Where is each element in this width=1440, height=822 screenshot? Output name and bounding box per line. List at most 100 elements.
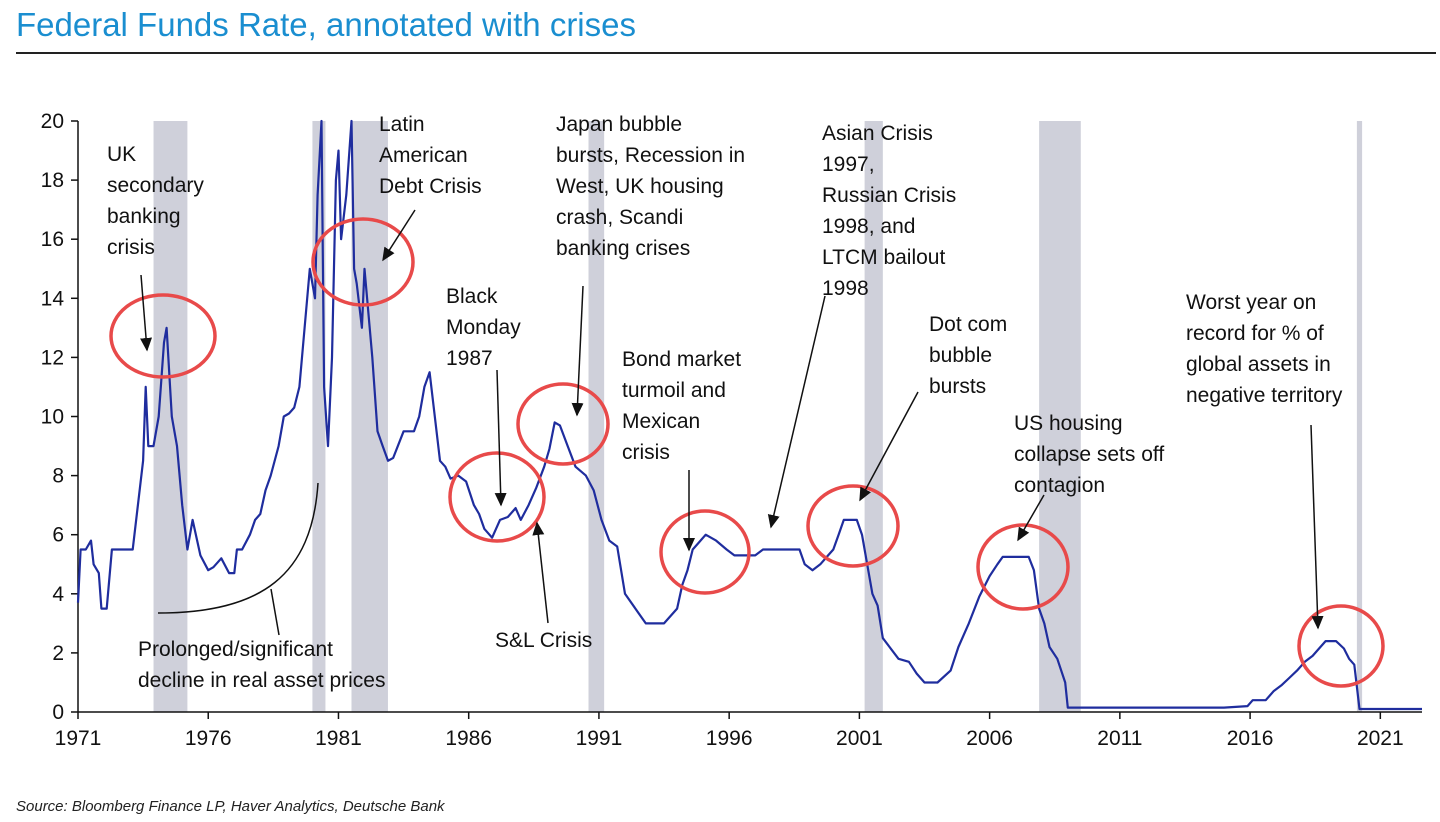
recession-band xyxy=(1356,121,1363,712)
annotation-line: contagion xyxy=(1014,474,1105,497)
annotation-line: bursts, Recession in xyxy=(556,144,745,167)
rate-line xyxy=(76,119,1422,711)
source-note: Source: Bloomberg Finance LP, Haver Anal… xyxy=(16,798,445,815)
annotation-line: Worst year on xyxy=(1186,291,1316,314)
annotation-line: bursts xyxy=(929,375,986,398)
x-tick-label: 1971 xyxy=(55,727,102,750)
recession-band xyxy=(588,121,605,712)
annotation-label: Latin American Debt Crisis xyxy=(379,113,482,198)
y-tick-label: 20 xyxy=(41,110,64,133)
x-tick-label: 1981 xyxy=(315,727,362,750)
annotation-arrow xyxy=(382,209,416,262)
annotation-line: Russian Crisis xyxy=(822,184,956,207)
y-tick-label: 12 xyxy=(41,346,64,369)
decline-bracket xyxy=(157,482,319,614)
y-tick-label: 8 xyxy=(52,465,64,488)
annotation-labels: UK secondary banking crisis Latin American Deb… xyxy=(107,113,1343,692)
annotation-line: global assets in xyxy=(1186,353,1331,376)
decline-leader xyxy=(270,588,280,636)
x-tick-label: 2011 xyxy=(1097,727,1142,750)
annotation-label: Prolonged/significant decline in real ass… xyxy=(138,638,385,692)
highlight-circle xyxy=(516,382,610,466)
annotation-line: banking crises xyxy=(556,237,690,260)
annotation-line: crash, Scandi xyxy=(556,206,683,229)
x-tick-label: 2006 xyxy=(966,727,1013,750)
annotation-label: Worst year on record for % of global asset… xyxy=(1186,291,1343,407)
annotation-line: Debt Crisis xyxy=(379,175,482,198)
rate-series xyxy=(76,119,1422,711)
y-tick-label: 16 xyxy=(41,228,64,251)
recession-band xyxy=(312,121,326,712)
recession-band xyxy=(351,121,388,712)
x-tick-label: 1976 xyxy=(185,727,232,750)
annotation-line: record for % of xyxy=(1186,322,1324,345)
x-tick-label: 2016 xyxy=(1227,727,1274,750)
annotation-line: Asian Crisis xyxy=(822,122,933,145)
annotation-arrow xyxy=(494,369,507,507)
annotation-arrow xyxy=(1310,424,1324,630)
annotation-arrow xyxy=(140,274,153,352)
annotation-line: Dot com xyxy=(929,313,1007,336)
annotation-line: decline in real asset prices xyxy=(138,669,385,692)
annotation-line: 1998 xyxy=(822,277,869,300)
annotation-label: Japan bubble bursts, Recession in West, UK… xyxy=(556,113,745,260)
annotation-arrow xyxy=(767,295,826,529)
y-tick-label: 4 xyxy=(52,583,64,606)
title-divider xyxy=(16,52,1436,54)
highlight-circle xyxy=(109,293,217,379)
annotation-label: UK secondary banking crisis xyxy=(107,143,204,259)
annotation-line: banking xyxy=(107,205,181,228)
x-tick-label: 1991 xyxy=(576,727,623,750)
annotation-line: crisis xyxy=(622,441,670,464)
highlight-circle xyxy=(311,217,415,307)
annotation-line: 1997, xyxy=(822,153,875,176)
annotation-label: US housing collapse sets off contagion xyxy=(1014,412,1164,497)
chart-title: Federal Funds Rate, annotated with crise… xyxy=(16,6,636,43)
recession-band xyxy=(1039,121,1081,712)
annotation-arrows xyxy=(140,209,1324,636)
annotation-line: secondary xyxy=(107,174,204,197)
annotation-line: Black xyxy=(446,285,498,308)
annotation-line: West, UK housing xyxy=(556,175,724,198)
federal-funds-rate-chart: 0 2 4 6 8 10 12 14 16 18 20 1971 1976 1981 1986 1991 199… xyxy=(41,110,1422,750)
x-tick-label: 2021 xyxy=(1357,727,1404,750)
y-tick-label: 18 xyxy=(41,169,64,192)
y-tick-label: 14 xyxy=(41,287,65,310)
annotation-arrow xyxy=(1017,494,1045,542)
annotation-line: 1987 xyxy=(446,347,493,370)
annotation-line: Mexican xyxy=(622,410,700,433)
annotation-line: Latin xyxy=(379,113,425,136)
annotation-line: LTCM bailout xyxy=(822,246,945,269)
annotation-line: turmoil and xyxy=(622,379,726,402)
annotation-arrow xyxy=(571,285,584,417)
highlight-circle xyxy=(448,451,546,543)
annotation-line: crisis xyxy=(107,236,155,259)
x-tick-label: 2001 xyxy=(836,727,883,750)
annotation-line: negative territory xyxy=(1186,384,1343,407)
annotation-label: Asian Crisis 1997, Russian Crisis 1998, and… xyxy=(822,122,956,300)
annotation-label: Bond market turmoil and Mexican crisis xyxy=(622,348,741,464)
annotation-line: Japan bubble xyxy=(556,113,682,136)
highlight-circle xyxy=(1297,604,1385,688)
annotation-label: Dot com bubble bursts xyxy=(929,313,1007,398)
chart-axes: 0 2 4 6 8 10 12 14 16 18 20 1971 1976 1981 1986 1991 199… xyxy=(41,110,1422,750)
x-tick-label: 1996 xyxy=(706,727,753,750)
y-tick-label: 10 xyxy=(41,406,64,429)
annotation-line: Monday xyxy=(446,316,521,339)
highlight-circle xyxy=(659,509,751,595)
annotation-label: Black Monday 1987 xyxy=(446,285,521,370)
annotation-line: collapse sets off xyxy=(1014,443,1164,466)
annotation-arrow xyxy=(859,391,919,502)
annotation-line: S&L Crisis xyxy=(495,629,592,652)
annotation-line: Prolonged/significant xyxy=(138,638,333,661)
annotation-line: American xyxy=(379,144,468,167)
annotation-line: Bond market xyxy=(622,348,741,371)
y-tick-label: 0 xyxy=(52,701,64,724)
x-tick-label: 1986 xyxy=(445,727,492,750)
annotation-line: 1998, and xyxy=(822,215,915,238)
highlight-circle xyxy=(806,484,900,568)
annotation-line: bubble xyxy=(929,344,992,367)
annotation-line: UK xyxy=(107,143,136,166)
highlight-circle xyxy=(976,523,1070,611)
crisis-circles xyxy=(109,217,1385,688)
